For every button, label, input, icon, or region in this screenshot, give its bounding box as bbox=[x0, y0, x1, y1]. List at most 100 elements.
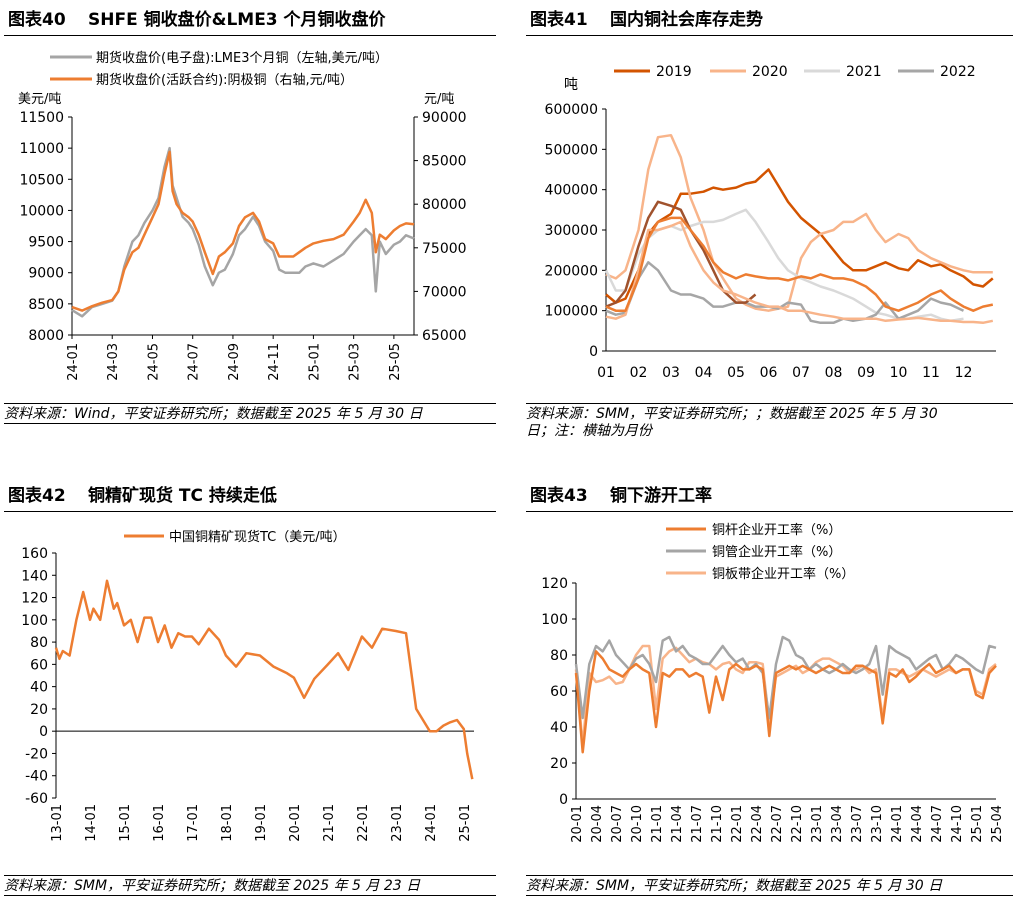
panel-fig40: 图表40 SHFE 铜收盘价&LME3 个月铜收盘价 期货收盘价(电子盘):LME… bbox=[4, 5, 496, 425]
x-tick-label: 18-01 bbox=[220, 804, 235, 842]
x-tick-label: 23-10 bbox=[870, 805, 885, 843]
chart-fig41: 2019 2020 2021 2022 吨 600000 500000 400000 30000… bbox=[545, 64, 996, 381]
y-tick-label: -20 bbox=[25, 746, 48, 762]
y-tick-label-left: 10500 bbox=[19, 172, 64, 188]
x-tick-label: 20-10 bbox=[630, 805, 645, 843]
y-tick-label-right: 70000 bbox=[422, 284, 467, 300]
y-tick-label: 200000 bbox=[545, 263, 598, 279]
y-axis-label-left: 美元/吨 bbox=[18, 92, 61, 107]
y-tick-label-left: 8000 bbox=[28, 328, 64, 344]
y-tick-label: 300000 bbox=[545, 223, 598, 239]
legend-label: 期货收盘价(活跃合约):阴极铜（右轴,元/吨） bbox=[96, 72, 353, 88]
series-strip-line bbox=[574, 644, 997, 747]
series-tube-line bbox=[574, 635, 997, 720]
y-tick-label: 120 bbox=[541, 576, 568, 592]
x-tick-label: 25-01 bbox=[458, 804, 473, 842]
figure-title: 铜精矿现货 TC 持续走低 bbox=[88, 486, 277, 506]
x-tick-label: 23-01 bbox=[810, 805, 825, 843]
series-line-2025 bbox=[605, 216, 994, 312]
x-tick-label: 25-01 bbox=[970, 805, 985, 843]
y-tick-label-left: 9000 bbox=[28, 266, 64, 282]
legend-label: 铜杆企业开工率（%） bbox=[712, 522, 841, 538]
x-tick-label: 25-03 bbox=[348, 343, 363, 381]
legend-label: 期货收盘价(电子盘):LME3个月铜（左轴,美元/吨） bbox=[96, 50, 388, 66]
series-shfe-line bbox=[71, 150, 415, 312]
x-tick-label: 22-04 bbox=[750, 805, 765, 843]
y-tick-label: 20 bbox=[30, 702, 48, 718]
y-tick-label: 60 bbox=[550, 684, 568, 700]
x-tick-label: 08 bbox=[825, 365, 843, 381]
x-tick-label: 20-07 bbox=[610, 805, 625, 843]
y-tick-label-right: 90000 bbox=[422, 110, 467, 126]
source-note: 资料来源：Wind，平安证券研究所；数据截至 2025 年 5 月 30 日 bbox=[4, 403, 496, 424]
series-tc-line bbox=[54, 579, 474, 780]
y-tick-label: 40 bbox=[30, 680, 48, 696]
x-tick-label: 25-01 bbox=[307, 343, 322, 381]
legend-label: 铜管企业开工率（%） bbox=[712, 544, 841, 560]
y-tick-label-left: 11000 bbox=[19, 141, 64, 157]
x-tick-label: 24-07 bbox=[930, 805, 945, 843]
legend-label: 2022 bbox=[940, 64, 976, 80]
x-tick-label: 04 bbox=[695, 365, 713, 381]
panel-title: 图表41 国内铜社会库存走势 bbox=[526, 5, 1013, 36]
panel-title: 图表42 铜精矿现货 TC 持续走低 bbox=[4, 481, 496, 512]
x-tick-label: 20-04 bbox=[590, 805, 605, 843]
x-tick-label: 24-05 bbox=[146, 343, 161, 381]
chart-fig43: 铜杆企业开工率（%） 铜管企业开工率（%） 铜板带企业开工率（%） 120 100 80 6… bbox=[541, 522, 1005, 843]
x-tick-label: 19-01 bbox=[254, 804, 269, 842]
y-tick-label-right: 80000 bbox=[422, 197, 467, 213]
x-tick-label: 06 bbox=[760, 365, 778, 381]
y-tick-label: 20 bbox=[550, 756, 568, 772]
legend-label: 2020 bbox=[752, 64, 788, 80]
x-tick-label: 10 bbox=[890, 365, 908, 381]
source-line-1: 资料来源：SMM，平安证券研究所；；数据截至 2025 年 5 月 30 bbox=[526, 406, 938, 422]
source-note: 资料来源：SMM，平安证券研究所；数据截至 2025 年 5 月 30 日 bbox=[526, 875, 1013, 896]
y-tick-label: 160 bbox=[21, 546, 48, 562]
source-line-2: 日；注：横轴为月份 bbox=[526, 423, 652, 439]
source-note: 资料来源：SMM，平安证券研究所；数据截至 2025 年 5 月 23 日 bbox=[4, 875, 496, 896]
y-tick-label: 80 bbox=[30, 635, 48, 651]
panel-title: 图表43 铜下游开工率 bbox=[526, 481, 1013, 512]
x-tick-label: 23-01 bbox=[390, 804, 405, 842]
x-tick-label: 23-04 bbox=[830, 805, 845, 843]
y-tick-label-left: 10000 bbox=[19, 203, 64, 219]
x-tick-label: 12 bbox=[955, 365, 973, 381]
figure-number: 图表42 bbox=[8, 486, 66, 506]
x-tick-label: 17-01 bbox=[186, 804, 201, 842]
y-tick-label: 500000 bbox=[545, 142, 598, 158]
y-tick-label: 60 bbox=[30, 657, 48, 673]
x-tick-label: 24-01 bbox=[890, 805, 905, 843]
figure-title: 铜下游开工率 bbox=[610, 486, 712, 506]
y-tick-label: 0 bbox=[559, 792, 568, 808]
legend-label: 2021 bbox=[846, 64, 882, 80]
figure-title: 国内铜社会库存走势 bbox=[610, 10, 763, 30]
series-lme-line bbox=[71, 146, 415, 318]
legend-label: 2019 bbox=[656, 64, 692, 80]
x-tick-label: 20-01 bbox=[288, 804, 303, 842]
series-line-2022 bbox=[605, 261, 965, 325]
x-tick-label: 21-01 bbox=[650, 805, 665, 843]
x-tick-label: 03 bbox=[662, 365, 680, 381]
x-tick-label: 24-04 bbox=[910, 805, 925, 843]
series-line-2020 bbox=[605, 133, 993, 312]
x-tick-label: 24-10 bbox=[950, 805, 965, 843]
y-tick-label: 400000 bbox=[545, 183, 598, 199]
x-tick-label: 24-03 bbox=[106, 343, 121, 381]
x-tick-label: 24-11 bbox=[267, 343, 282, 381]
x-tick-label: 22-01 bbox=[730, 805, 745, 843]
x-tick-label: 21-07 bbox=[690, 805, 705, 843]
panel-fig42: 图表42 铜精矿现货 TC 持续走低 中国铜精矿现货TC（美元/吨） 160 140 1… bbox=[4, 481, 496, 901]
y-tick-label: 0 bbox=[589, 344, 598, 360]
legend-label: 中国铜精矿现货TC（美元/吨） bbox=[169, 529, 346, 545]
y-tick-label: 140 bbox=[21, 568, 48, 584]
x-tick-label: 24-07 bbox=[187, 343, 202, 381]
y-axis-label-right: 元/吨 bbox=[424, 92, 454, 107]
y-tick-label-left: 8500 bbox=[28, 297, 64, 313]
x-tick-label: 20-01 bbox=[570, 805, 585, 843]
x-tick-label: 16-01 bbox=[152, 804, 167, 842]
y-tick-label-right: 85000 bbox=[422, 154, 467, 170]
x-tick-label: 24-01 bbox=[66, 343, 81, 381]
y-tick-label: -60 bbox=[25, 791, 48, 807]
legend-label: 铜板带企业开工率（%） bbox=[712, 566, 854, 582]
x-tick-label: 21-01 bbox=[322, 804, 337, 842]
